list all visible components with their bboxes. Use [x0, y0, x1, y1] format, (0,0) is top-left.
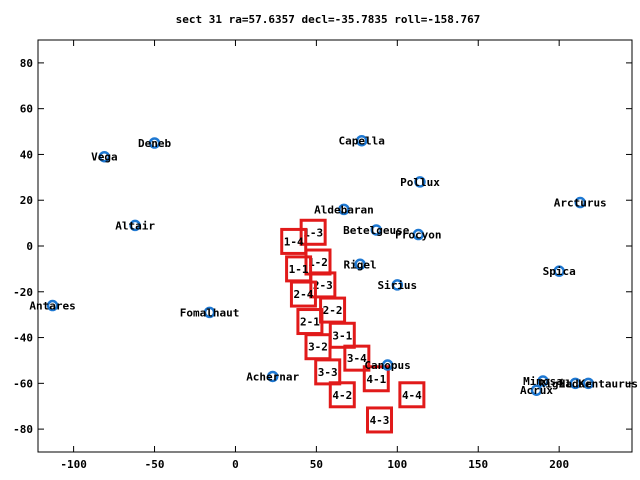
star-point [412, 228, 425, 241]
x-tick-label: -50 [145, 458, 165, 471]
star-point [574, 196, 586, 209]
star-point [354, 258, 366, 271]
y-tick-label: -60 [13, 377, 33, 390]
sector-box-label: 4-4 [402, 389, 422, 402]
sector-box [328, 381, 356, 409]
star-point [381, 359, 394, 371]
sector-box-label: 2-1 [300, 316, 320, 329]
sector-box [280, 227, 308, 255]
star-point [391, 279, 404, 291]
sector-box [289, 280, 317, 308]
sector-box [398, 381, 426, 409]
sector-boxes: 1-31-4 1-21-1 2-32-4 2-22-1 3-1 3-2 3-4 3-3 4-1 4… [280, 218, 426, 434]
sector-box-label: 2-2 [323, 304, 343, 317]
y-tick-label: 20 [20, 194, 33, 207]
star-point [98, 150, 111, 163]
sector-box [343, 344, 371, 372]
star-label: Acrux [520, 384, 553, 397]
star-point [203, 306, 216, 319]
star-point [129, 219, 141, 232]
star-label: Rigel [344, 258, 377, 271]
star-label: Betelgeuse [343, 224, 410, 237]
star-point [553, 265, 565, 277]
star-label: Canopus [364, 359, 410, 372]
sector-box [314, 358, 342, 386]
star-label: Altair [115, 219, 155, 232]
star-point [537, 375, 549, 387]
sector-box-label: 4-3 [370, 414, 390, 427]
x-tick-label: 0 [232, 458, 239, 471]
star-label: Aldebaran [314, 203, 374, 216]
sector-box-label: 4-2 [332, 389, 352, 402]
sector-box-label: 4-1 [366, 373, 386, 386]
star-point [338, 203, 350, 216]
star-label: Vega [91, 151, 118, 164]
y-tick-label: 0 [26, 240, 33, 253]
stars: Deneb Vega Capella Pollux Arcturus Aldebaran A… [29, 135, 638, 397]
y-tick-label: 40 [20, 148, 33, 161]
sector-box-label: 3-2 [308, 341, 328, 354]
star-point [46, 299, 59, 312]
axis-ticks: -100 -50 0 50 100 150 200 -80 -60 -40 -20 0 20 40 60 80 [13, 40, 632, 471]
star-label: Arcturus [554, 197, 607, 210]
star-label: Mimosa [523, 375, 563, 388]
star-point [370, 224, 383, 236]
sector-box-label: 1-3 [303, 226, 323, 239]
y-tick-label: -80 [13, 423, 33, 436]
x-tick-label: -100 [60, 458, 87, 471]
x-tick-label: 50 [310, 458, 323, 471]
y-tick-label: 80 [20, 57, 33, 70]
star-label: Capella [339, 135, 385, 148]
star-point [530, 384, 543, 396]
y-tick-label: -20 [13, 286, 33, 299]
x-tick-label: 100 [387, 458, 407, 471]
sector-box-label: 3-3 [318, 366, 338, 379]
star-label: Deneb [138, 137, 171, 150]
star-point [355, 134, 368, 147]
star-point [266, 370, 279, 383]
star-point [148, 137, 161, 149]
star-label: Pollux [400, 176, 440, 189]
star-label: Procyon [395, 229, 441, 242]
sector-box-label: 3-1 [332, 329, 352, 342]
x-tick-label: 200 [549, 458, 569, 471]
star-label: Fomalhaut [180, 306, 240, 319]
star-point [582, 377, 595, 390]
sector-box-label: 2-3 [313, 279, 333, 292]
star-label: Spica [543, 265, 576, 278]
sector-box-label: 1-2 [308, 256, 328, 269]
star-label: Antares [29, 300, 75, 313]
sector-box [366, 406, 394, 434]
star-label: Achernar [246, 370, 299, 383]
star-point [414, 176, 426, 188]
y-tick-label: -40 [13, 332, 33, 345]
sector-box-label: 2-4 [294, 288, 314, 301]
sector-box [299, 218, 327, 246]
sector-box [362, 365, 390, 393]
chart-title: sect 31 ra=57.6357 decl=-35.7835 roll=-1… [176, 13, 481, 26]
sector-box-label: 1-1 [289, 263, 309, 276]
star-point [569, 377, 582, 390]
y-tick-label: 60 [20, 103, 33, 116]
sector-box-label: 3-4 [347, 352, 367, 365]
x-tick-label: 150 [468, 458, 488, 471]
star-label: Sirius [377, 279, 417, 292]
star-label: Rigil Kentaurus [539, 377, 638, 390]
sector-box-label: 1-4 [284, 235, 304, 248]
